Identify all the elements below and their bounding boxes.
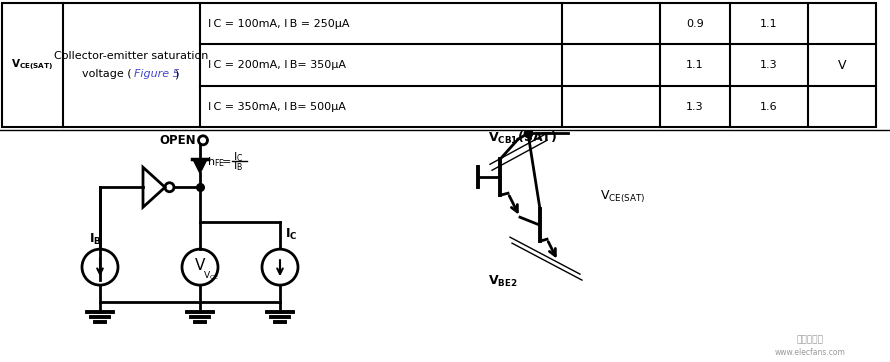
Text: 1.1: 1.1 [686, 60, 704, 70]
Text: 1.3: 1.3 [686, 102, 704, 111]
Text: V$_{\mathregular{CB1}}$(SAT): V$_{\mathregular{CB1}}$(SAT) [488, 130, 557, 146]
Text: V$_{\mathregular{CE(SAT)}}$: V$_{\mathregular{CE(SAT)}}$ [12, 58, 53, 72]
Text: I C = 350mA, I B= 500μA: I C = 350mA, I B= 500μA [208, 102, 346, 111]
Text: ): ) [174, 69, 179, 79]
Text: voltage (: voltage ( [83, 69, 132, 79]
Text: OPEN: OPEN [159, 134, 196, 147]
Text: www.elecfans.com: www.elecfans.com [774, 348, 845, 357]
Text: I C = 200mA, I B= 350μA: I C = 200mA, I B= 350μA [208, 60, 346, 70]
Text: 0.9: 0.9 [686, 19, 704, 29]
Text: 1.1: 1.1 [760, 19, 778, 29]
Text: I$_{\mathregular{B}}$: I$_{\mathregular{B}}$ [233, 159, 243, 173]
Polygon shape [193, 159, 207, 173]
Text: 电子发烧友: 电子发烧友 [797, 336, 823, 345]
Text: V: V [195, 258, 206, 273]
Text: 1.3: 1.3 [760, 60, 778, 70]
Text: =: = [222, 157, 231, 167]
Text: 1.6: 1.6 [760, 102, 778, 111]
Text: I$_{\mathregular{C}}$: I$_{\mathregular{C}}$ [285, 227, 297, 242]
Text: I$_{\mathregular{B}}$: I$_{\mathregular{B}}$ [89, 232, 101, 247]
Text: V$_{\mathregular{BE2}}$: V$_{\mathregular{BE2}}$ [488, 274, 518, 289]
Text: h$_{\mathregular{FE}}$: h$_{\mathregular{FE}}$ [207, 155, 225, 169]
Text: Figure 5: Figure 5 [134, 69, 181, 79]
Text: V$_{\mathregular{CE}}$: V$_{\mathregular{CE}}$ [203, 269, 219, 282]
Text: V$_{\mathregular{CE(SAT)}}$: V$_{\mathregular{CE(SAT)}}$ [600, 189, 645, 205]
Text: Collector-emitter saturation: Collector-emitter saturation [54, 51, 208, 61]
Text: V: V [837, 59, 846, 72]
Text: I C = 100mA, I B = 250μA: I C = 100mA, I B = 250μA [208, 19, 350, 29]
Text: I$_{\mathregular{C}}$: I$_{\mathregular{C}}$ [233, 150, 243, 164]
